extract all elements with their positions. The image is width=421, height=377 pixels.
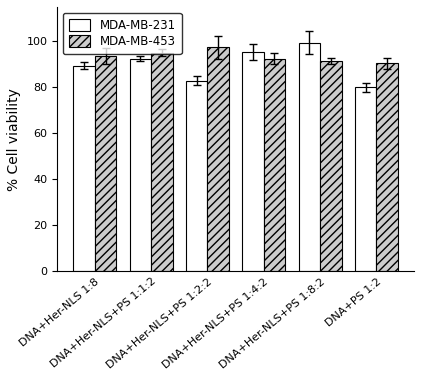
Bar bbox=[208, 47, 229, 271]
Bar bbox=[151, 53, 173, 271]
Bar bbox=[264, 59, 285, 271]
Bar bbox=[73, 66, 95, 271]
Y-axis label: % Cell viability: % Cell viability bbox=[7, 88, 21, 191]
Bar bbox=[95, 57, 116, 271]
Legend: MDA-MB-231, MDA-MB-453: MDA-MB-231, MDA-MB-453 bbox=[63, 13, 182, 54]
Bar bbox=[376, 63, 398, 271]
Bar bbox=[130, 59, 151, 271]
Bar bbox=[299, 43, 320, 271]
Bar bbox=[242, 52, 264, 271]
Bar bbox=[320, 61, 341, 271]
Bar bbox=[186, 81, 208, 271]
Bar bbox=[355, 87, 376, 271]
